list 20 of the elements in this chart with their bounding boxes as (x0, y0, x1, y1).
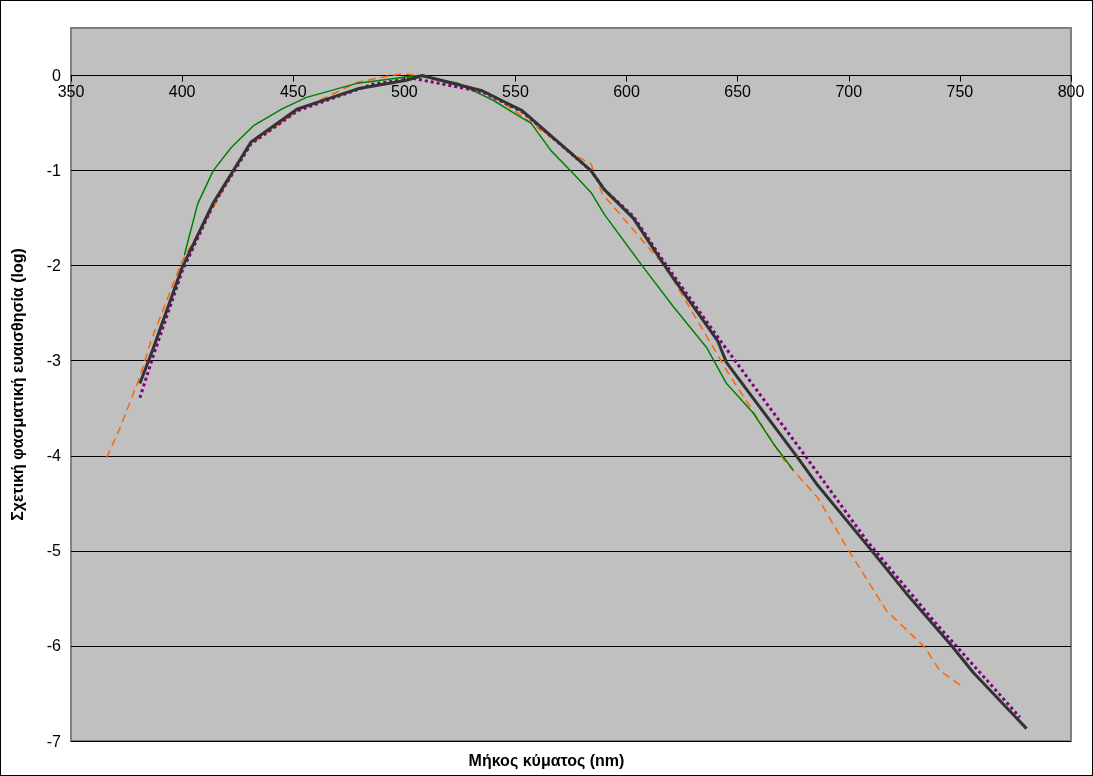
x-tick-label: 500 (390, 83, 418, 101)
y-tick-label: -7 (46, 732, 62, 750)
y-tick-label: 0 (52, 67, 62, 85)
x-tick-label: 650 (724, 83, 752, 101)
y-tick-label: -6 (46, 637, 62, 655)
y-tick-label: -4 (46, 447, 62, 465)
x-tick-label: 350 (57, 83, 85, 101)
x-tick-label: 400 (168, 83, 196, 101)
x-tick-label: 700 (835, 83, 863, 101)
x-tick-label: 550 (502, 83, 529, 101)
y-tick-label: -5 (46, 542, 62, 560)
y-tick-label: -2 (46, 257, 62, 275)
x-tick-label: 450 (279, 83, 307, 101)
y-tick-label: -3 (46, 352, 62, 370)
x-axis-title: Μήκος κύματος (nm) (468, 751, 625, 770)
y-axis-title: Σχετική φασματική ευαισθησία (log) (8, 248, 26, 521)
x-tick-label: 600 (613, 83, 640, 101)
x-tick-label: 800 (1057, 83, 1085, 101)
x-tick-label: 750 (946, 83, 974, 101)
y-tick-label: -1 (46, 162, 62, 180)
